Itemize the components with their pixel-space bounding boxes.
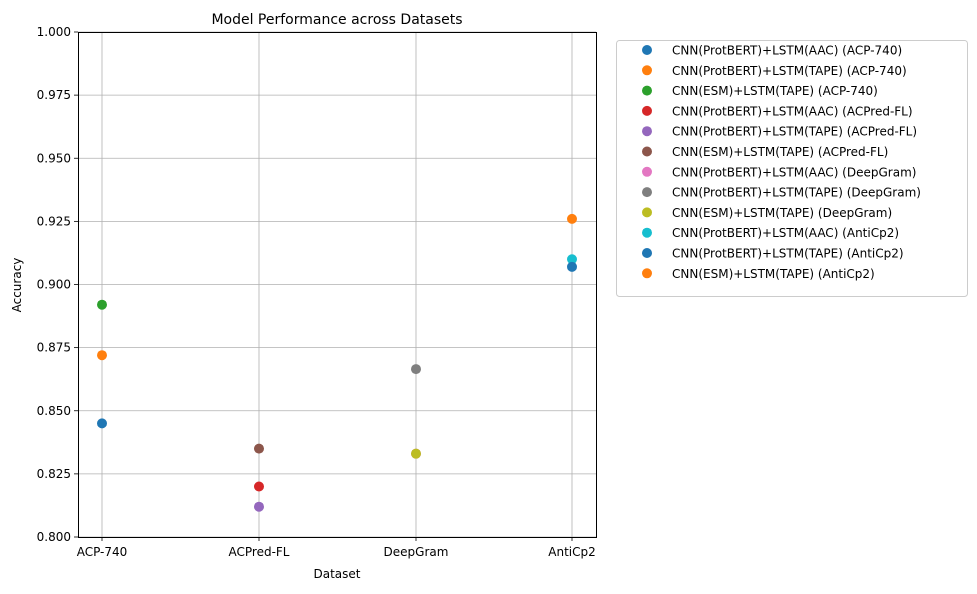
y-tick-label: 0.850: [37, 404, 71, 418]
data-point: [411, 364, 421, 375]
legend-entry-label: CNN(ProtBERT)+LSTM(TAPE) (AntiCp2): [672, 247, 904, 261]
data-point: [254, 501, 264, 512]
legend-marker: [642, 227, 652, 238]
legend-marker: [642, 65, 652, 76]
data-point: [254, 481, 264, 492]
x-tick-label: DeepGram: [384, 545, 449, 559]
legend-marker: [642, 207, 652, 218]
data-points: [97, 213, 577, 512]
data-point: [97, 418, 107, 429]
data-point: [567, 213, 577, 224]
y-tick-label: 0.950: [37, 151, 71, 165]
legend-marker: [642, 45, 652, 55]
data-point: [97, 299, 107, 310]
chart-title: Model Performance across Datasets: [211, 12, 462, 28]
legend-entry-label: CNN(ESM)+LSTM(TAPE) (ACPred-FL): [672, 145, 888, 159]
y-tick-label: 1.000: [37, 25, 71, 39]
x-tick-label: AntiCp2: [548, 545, 595, 559]
data-point: [567, 261, 577, 272]
legend-entry-label: CNN(ProtBERT)+LSTM(TAPE) (ACPred-FL): [672, 125, 917, 139]
legend-marker: [642, 166, 652, 177]
y-axis-label: Accuracy: [10, 258, 24, 313]
data-point: [254, 443, 264, 454]
y-axis-ticks: 0.800 0.825 0.850 0.875 0.900 0.925 0.950 0.975…: [37, 25, 78, 544]
y-tick-label: 0.900: [37, 278, 71, 292]
data-point: [567, 254, 577, 265]
x-axis-ticks: ACP-740 ACPred-FL DeepGram AntiCp2: [77, 537, 596, 559]
x-tick-label: ACPred-FL: [229, 545, 290, 559]
y-tick-label: 0.825: [37, 467, 71, 481]
x-axis-label: Dataset: [314, 567, 361, 581]
legend-marker: [642, 248, 652, 258]
legend-marker: [642, 146, 652, 157]
legend-entry-label: CNN(ESM)+LSTM(TAPE) (AntiCp2): [672, 267, 875, 281]
legend-entry-label: CNN(ProtBERT)+LSTM(AAC) (DeepGram): [672, 165, 916, 179]
legend-marker: [642, 268, 652, 279]
y-tick-label: 0.875: [37, 341, 71, 355]
x-tick-label: ACP-740: [77, 545, 128, 559]
legend-entry-label: CNN(ProtBERT)+LSTM(TAPE) (ACP-740): [672, 64, 907, 78]
legend-entry-label: CNN(ProtBERT)+LSTM(AAC) (ACP-740): [672, 44, 902, 58]
legend-marker: [642, 85, 652, 96]
grid-lines: [78, 31, 596, 538]
legend-marker: [642, 187, 652, 198]
plot-frame: [78, 32, 597, 538]
legend-marker: [642, 126, 652, 137]
data-point: [411, 448, 421, 459]
legend-entry-label: CNN(ESM)+LSTM(TAPE) (DeepGram): [672, 206, 892, 220]
data-point: [97, 350, 107, 361]
legend-marker: [642, 105, 652, 116]
legend-entry-label: CNN(ProtBERT)+LSTM(AAC) (AntiCp2): [672, 226, 899, 240]
y-tick-label: 0.925: [37, 214, 71, 228]
legend: CNN(ProtBERT)+LSTM(AAC) (ACP-740) CNN(Pro…: [616, 40, 968, 297]
y-tick-label: 0.800: [37, 530, 71, 544]
y-tick-label: 0.975: [37, 88, 71, 102]
legend-entry-label: CNN(ProtBERT)+LSTM(AAC) (ACPred-FL): [672, 104, 913, 118]
legend-entry-label: CNN(ProtBERT)+LSTM(TAPE) (DeepGram): [672, 186, 921, 200]
legend-entry-label: CNN(ESM)+LSTM(TAPE) (ACP-740): [672, 84, 878, 98]
legend-frame: [616, 40, 968, 297]
